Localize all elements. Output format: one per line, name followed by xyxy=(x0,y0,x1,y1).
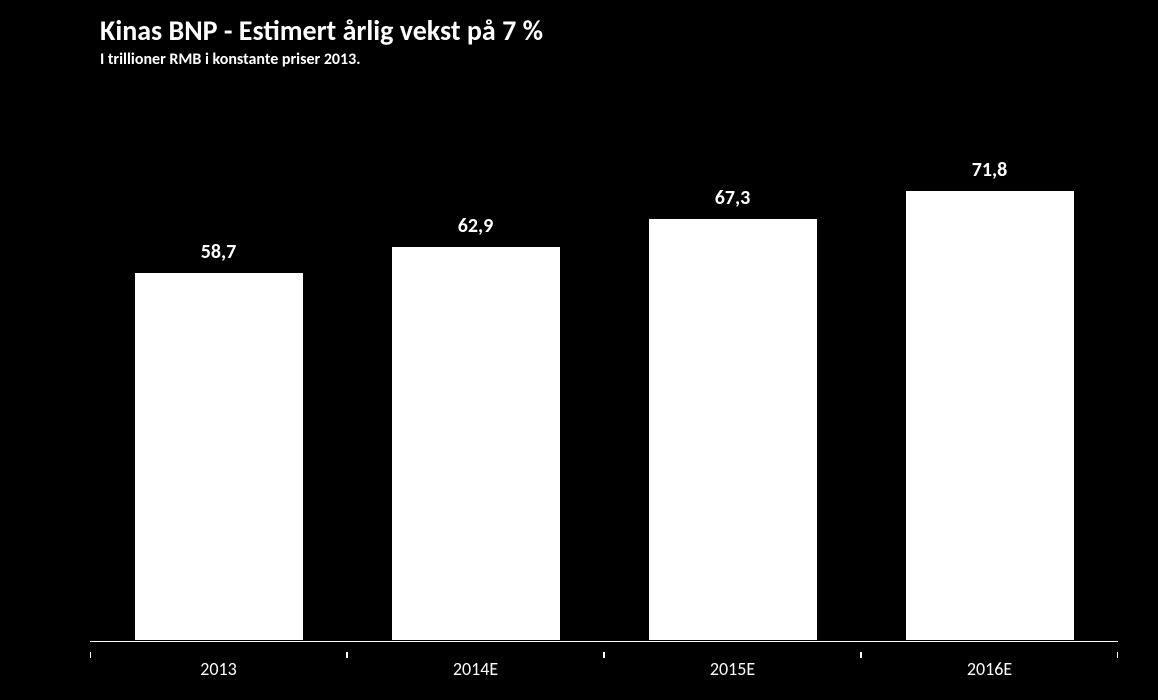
chart-title: Kinas BNP - Estimert årlig vekst på 7 % xyxy=(100,14,1158,48)
plot-area: 58,7 62,9 67,3 71,8 xyxy=(90,139,1118,642)
bar xyxy=(648,218,818,641)
data-label: 67,3 xyxy=(715,186,751,210)
chart-header: Kinas BNP - Estimert årlig vekst på 7 % … xyxy=(0,14,1158,69)
x-tick: 2013 xyxy=(90,652,347,680)
x-tick: 2014E xyxy=(347,652,604,680)
x-tick: 2015E xyxy=(604,652,861,680)
bar xyxy=(905,190,1075,641)
bar xyxy=(391,246,561,641)
bar-group: 71,8 xyxy=(861,139,1118,641)
bar xyxy=(134,272,304,641)
x-tick: 2016E xyxy=(861,652,1118,680)
chart-subtitle: I trillioner RMB i konstante priser 2013… xyxy=(100,50,1158,69)
x-axis-label: 2016E xyxy=(967,652,1012,680)
bar-group: 58,7 xyxy=(90,139,347,641)
bar-chart: Kinas BNP - Estimert årlig vekst på 7 % … xyxy=(0,0,1158,700)
bar-group: 67,3 xyxy=(604,139,861,641)
bars-container: 58,7 62,9 67,3 71,8 xyxy=(90,139,1118,642)
data-label: 71,8 xyxy=(972,158,1008,182)
x-axis-label: 2015E xyxy=(710,652,755,680)
data-label: 58,7 xyxy=(201,240,237,264)
bar-group: 62,9 xyxy=(347,139,604,641)
data-label: 62,9 xyxy=(458,214,494,238)
x-axis: 2013 2014E 2015E 2016E xyxy=(90,652,1118,680)
x-axis-label: 2014E xyxy=(453,652,498,680)
x-axis-label: 2013 xyxy=(200,652,237,680)
